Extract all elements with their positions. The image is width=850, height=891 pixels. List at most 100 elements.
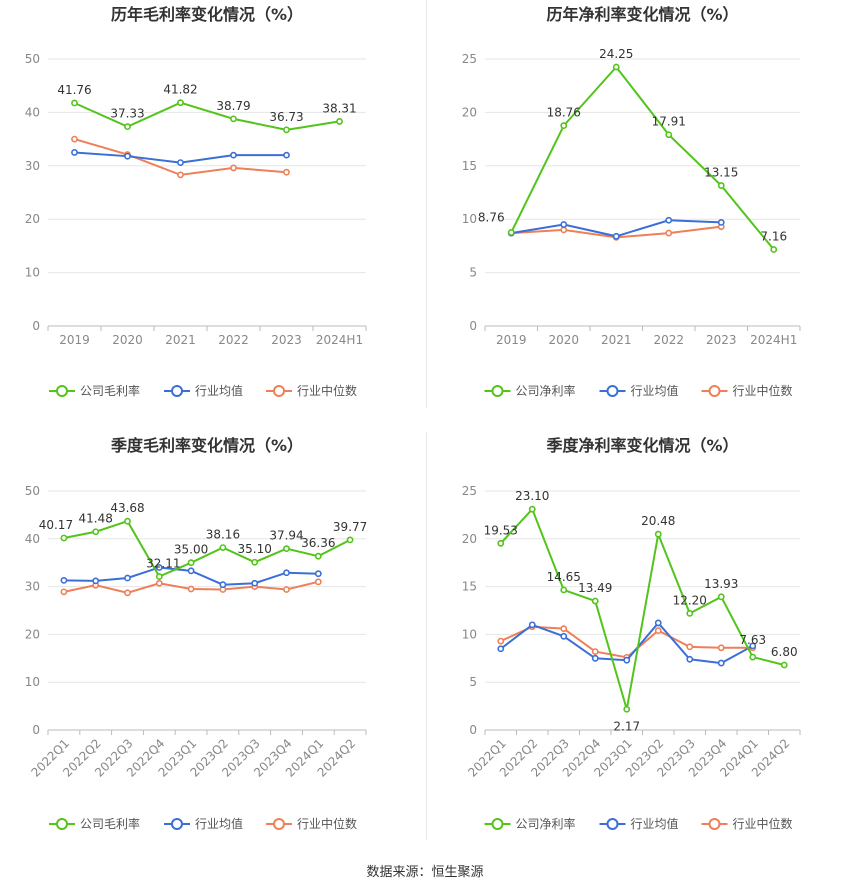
data-point[interactable] xyxy=(219,581,227,589)
data-point[interactable] xyxy=(686,643,694,651)
data-point[interactable] xyxy=(230,164,237,172)
y-tick-label: 50 xyxy=(25,484,40,498)
data-point[interactable] xyxy=(528,621,536,629)
vertical-divider xyxy=(426,432,427,840)
legend-item[interactable]: 行业中位数 xyxy=(701,816,793,831)
data-point[interactable] xyxy=(612,232,620,240)
data-point[interactable] xyxy=(71,99,78,107)
data-point[interactable] xyxy=(507,229,515,236)
data-point[interactable] xyxy=(346,536,354,544)
data-point[interactable] xyxy=(314,552,322,560)
data-point[interactable] xyxy=(717,182,725,189)
data-point[interactable] xyxy=(60,534,68,542)
legend-item[interactable]: 行业均值 xyxy=(599,383,679,398)
data-point[interactable] xyxy=(560,625,568,633)
data-label: 41.48 xyxy=(79,512,113,526)
legend-item[interactable]: 行业均值 xyxy=(599,816,679,831)
data-point[interactable] xyxy=(155,564,163,571)
data-point[interactable] xyxy=(560,122,568,130)
legend-item[interactable]: 公司毛利率 xyxy=(49,383,140,398)
data-point[interactable] xyxy=(177,171,184,179)
data-point[interactable] xyxy=(283,126,290,134)
data-point[interactable] xyxy=(591,648,599,656)
data-point[interactable] xyxy=(717,593,725,601)
legend-label: 行业均值 xyxy=(195,383,243,398)
y-tick-label: 40 xyxy=(25,105,40,119)
y-tick-label: 0 xyxy=(32,723,40,737)
data-point[interactable] xyxy=(251,558,259,566)
data-point[interactable] xyxy=(654,627,662,634)
data-point[interactable] xyxy=(124,589,131,597)
data-point[interactable] xyxy=(612,63,620,71)
legend-item[interactable]: 行业中位数 xyxy=(266,816,357,831)
data-label: 23.10 xyxy=(515,489,549,503)
data-point[interactable] xyxy=(560,226,568,234)
data-point[interactable] xyxy=(219,544,227,551)
data-point[interactable] xyxy=(251,579,259,587)
legend-item[interactable]: 行业均值 xyxy=(164,816,243,831)
data-point[interactable] xyxy=(497,637,505,645)
data-label: 38.31 xyxy=(322,101,356,115)
data-point[interactable] xyxy=(187,585,195,593)
data-label: 38.79 xyxy=(216,99,250,113)
data-point[interactable] xyxy=(528,505,536,513)
data-point[interactable] xyxy=(717,219,725,226)
data-point[interactable] xyxy=(314,570,322,578)
data-point[interactable] xyxy=(71,149,78,156)
legend-item[interactable]: 公司毛利率 xyxy=(49,816,140,831)
data-point[interactable] xyxy=(71,135,78,143)
legend-item[interactable]: 行业均值 xyxy=(164,383,243,398)
data-point[interactable] xyxy=(560,586,568,594)
data-point[interactable] xyxy=(560,632,568,640)
data-point[interactable] xyxy=(591,654,599,662)
data-point[interactable] xyxy=(686,655,694,663)
chart-title: 季度毛利率变化情况（%） xyxy=(110,436,303,455)
data-point[interactable] xyxy=(60,576,68,584)
data-point[interactable] xyxy=(780,661,788,669)
data-point[interactable] xyxy=(654,530,662,538)
data-point[interactable] xyxy=(591,597,599,605)
data-point[interactable] xyxy=(623,656,631,664)
data-point[interactable] xyxy=(336,118,343,125)
y-tick-label: 15 xyxy=(462,159,477,173)
data-point[interactable] xyxy=(497,645,505,653)
data-point[interactable] xyxy=(124,517,131,525)
data-point[interactable] xyxy=(654,619,662,627)
data-point[interactable] xyxy=(230,115,237,123)
data-point[interactable] xyxy=(187,559,195,567)
data-point[interactable] xyxy=(665,216,673,224)
data-point[interactable] xyxy=(283,168,290,176)
data-point[interactable] xyxy=(283,545,290,553)
legend-item[interactable]: 公司净利率 xyxy=(484,383,576,398)
data-point[interactable] xyxy=(187,567,195,575)
data-point[interactable] xyxy=(124,152,131,160)
data-point[interactable] xyxy=(283,586,290,593)
data-point[interactable] xyxy=(717,644,725,652)
data-point[interactable] xyxy=(124,574,131,582)
data-point[interactable] xyxy=(283,151,290,159)
legend-item[interactable]: 行业中位数 xyxy=(266,383,357,398)
data-point[interactable] xyxy=(177,159,184,166)
data-point[interactable] xyxy=(686,609,694,617)
data-point[interactable] xyxy=(665,229,673,237)
data-point[interactable] xyxy=(717,659,725,667)
data-point[interactable] xyxy=(749,653,757,661)
data-point[interactable] xyxy=(92,577,100,585)
data-point[interactable] xyxy=(560,221,568,228)
legend-item[interactable]: 行业中位数 xyxy=(701,383,793,398)
data-point[interactable] xyxy=(230,151,237,159)
data-point[interactable] xyxy=(314,578,322,586)
data-point[interactable] xyxy=(177,99,184,107)
data-point[interactable] xyxy=(155,579,163,587)
data-point[interactable] xyxy=(283,569,290,577)
data-point[interactable] xyxy=(497,539,505,547)
data-point[interactable] xyxy=(623,705,631,713)
legend-item[interactable]: 公司净利率 xyxy=(484,816,576,831)
data-point[interactable] xyxy=(92,528,100,536)
data-point[interactable] xyxy=(749,642,757,650)
data-point[interactable] xyxy=(155,573,163,580)
data-point[interactable] xyxy=(60,588,68,596)
data-point[interactable] xyxy=(124,123,131,131)
data-point[interactable] xyxy=(770,246,778,253)
data-point[interactable] xyxy=(665,131,673,139)
